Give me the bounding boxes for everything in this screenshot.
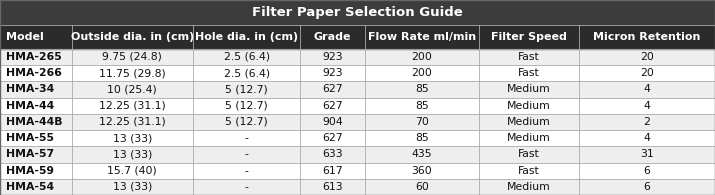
FancyBboxPatch shape (0, 0, 715, 25)
Text: Fast: Fast (518, 166, 540, 176)
Text: Medium: Medium (507, 117, 551, 127)
Text: -: - (245, 149, 249, 159)
Text: 435: 435 (412, 149, 432, 159)
Text: HMA-54: HMA-54 (6, 182, 54, 192)
Text: HMA-265: HMA-265 (6, 52, 61, 62)
Text: 2: 2 (644, 117, 651, 127)
Text: HMA-57: HMA-57 (6, 149, 54, 159)
Text: 70: 70 (415, 117, 429, 127)
Text: Fast: Fast (518, 52, 540, 62)
Text: HMA-34: HMA-34 (6, 84, 54, 94)
Text: 15.7 (40): 15.7 (40) (107, 166, 157, 176)
Text: -: - (245, 166, 249, 176)
FancyBboxPatch shape (0, 146, 715, 162)
Text: 85: 85 (415, 101, 429, 111)
Text: Medium: Medium (507, 84, 551, 94)
FancyBboxPatch shape (0, 130, 715, 146)
FancyBboxPatch shape (0, 114, 715, 130)
Text: 627: 627 (322, 101, 342, 111)
FancyBboxPatch shape (0, 179, 715, 195)
FancyBboxPatch shape (0, 81, 715, 98)
Text: HMA-44B: HMA-44B (6, 117, 62, 127)
Text: 5 (12.7): 5 (12.7) (225, 84, 268, 94)
Text: 12.25 (31.1): 12.25 (31.1) (99, 117, 166, 127)
Text: 5 (12.7): 5 (12.7) (225, 117, 268, 127)
Text: -: - (245, 133, 249, 143)
Text: 6: 6 (644, 182, 651, 192)
Text: 60: 60 (415, 182, 429, 192)
Text: 200: 200 (411, 52, 433, 62)
Text: 200: 200 (411, 68, 433, 78)
Text: 613: 613 (322, 182, 342, 192)
Text: Medium: Medium (507, 101, 551, 111)
Text: 617: 617 (322, 166, 342, 176)
Text: HMA-59: HMA-59 (6, 166, 54, 176)
Text: Grade: Grade (314, 32, 351, 42)
Text: 923: 923 (322, 68, 342, 78)
Text: 2.5 (6.4): 2.5 (6.4) (224, 52, 270, 62)
Text: HMA-55: HMA-55 (6, 133, 54, 143)
Text: HMA-44: HMA-44 (6, 101, 54, 111)
Text: HMA-266: HMA-266 (6, 68, 61, 78)
Text: 360: 360 (411, 166, 433, 176)
Text: 923: 923 (322, 52, 342, 62)
Text: 13 (33): 13 (33) (112, 133, 152, 143)
FancyBboxPatch shape (0, 65, 715, 81)
Text: 31: 31 (640, 149, 654, 159)
Text: 627: 627 (322, 133, 342, 143)
Text: 11.75 (29.8): 11.75 (29.8) (99, 68, 166, 78)
Text: Model: Model (6, 32, 44, 42)
Text: 20: 20 (640, 68, 654, 78)
Text: 12.25 (31.1): 12.25 (31.1) (99, 101, 166, 111)
Text: -: - (245, 182, 249, 192)
Text: 6: 6 (644, 166, 651, 176)
Text: 13 (33): 13 (33) (112, 149, 152, 159)
Text: 10 (25.4): 10 (25.4) (107, 84, 157, 94)
Text: Filter Paper Selection Guide: Filter Paper Selection Guide (252, 6, 463, 19)
Text: Medium: Medium (507, 182, 551, 192)
Text: 85: 85 (415, 133, 429, 143)
Text: 4: 4 (644, 84, 651, 94)
Text: Filter Speed: Filter Speed (491, 32, 567, 42)
FancyBboxPatch shape (0, 49, 715, 65)
Text: Hole dia. in (cm): Hole dia. in (cm) (195, 32, 298, 42)
Text: 633: 633 (322, 149, 342, 159)
FancyBboxPatch shape (0, 25, 715, 49)
Text: 2.5 (6.4): 2.5 (6.4) (224, 68, 270, 78)
FancyBboxPatch shape (0, 162, 715, 179)
Text: 85: 85 (415, 84, 429, 94)
Text: 5 (12.7): 5 (12.7) (225, 101, 268, 111)
Text: 13 (33): 13 (33) (112, 182, 152, 192)
Text: Fast: Fast (518, 149, 540, 159)
Text: 4: 4 (644, 101, 651, 111)
Text: Medium: Medium (507, 133, 551, 143)
Text: 20: 20 (640, 52, 654, 62)
Text: Micron Retention: Micron Retention (593, 32, 701, 42)
Text: 627: 627 (322, 84, 342, 94)
Text: 904: 904 (322, 117, 343, 127)
Text: Fast: Fast (518, 68, 540, 78)
Text: Flow Rate ml/min: Flow Rate ml/min (368, 32, 476, 42)
Text: 9.75 (24.8): 9.75 (24.8) (102, 52, 162, 62)
Text: 4: 4 (644, 133, 651, 143)
Text: Outside dia. in (cm): Outside dia. in (cm) (71, 32, 194, 42)
FancyBboxPatch shape (0, 98, 715, 114)
